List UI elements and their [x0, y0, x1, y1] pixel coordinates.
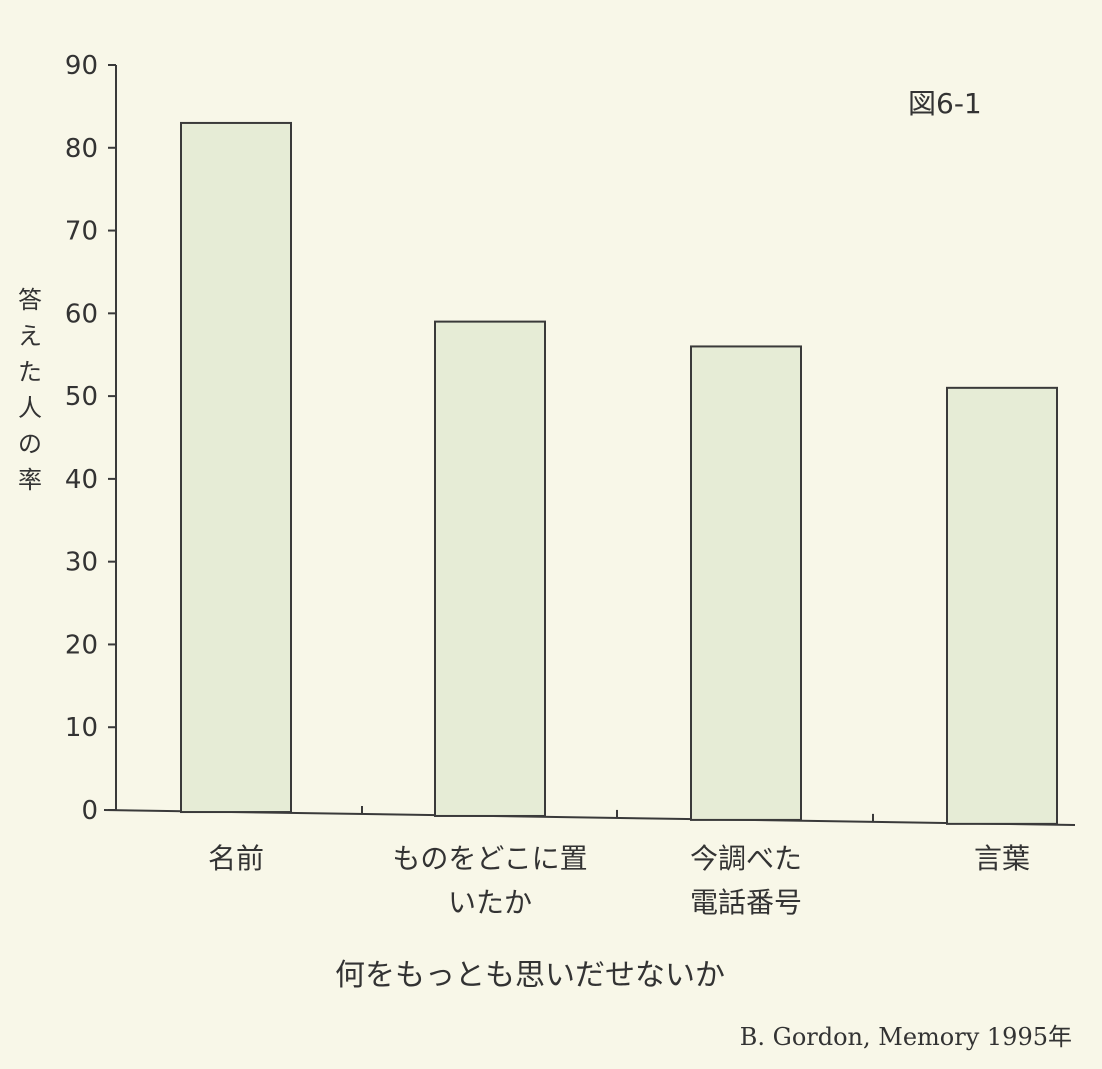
- bar: [434, 320, 546, 817]
- y-axis-title-char: 人: [18, 394, 42, 422]
- category-label: 名前: [208, 842, 264, 875]
- y-axis-title-char: た: [18, 358, 42, 386]
- y-tick-label: 30: [65, 548, 98, 578]
- y-axis-title-char: の: [18, 430, 42, 458]
- figure-label: 図6-1: [908, 87, 982, 120]
- y-tick-label: 20: [65, 630, 98, 660]
- bar: [690, 345, 802, 821]
- category-label: 言葉: [974, 842, 1030, 875]
- y-axis-title-char: え: [18, 322, 42, 350]
- source-credit: B. Gordon, Memory 1995年: [740, 1023, 1072, 1051]
- y-tick-label: 40: [65, 465, 98, 495]
- y-tick-label: 10: [65, 713, 98, 743]
- y-tick-label: 50: [65, 382, 98, 412]
- category-label: ものをどこに置: [392, 842, 587, 875]
- y-tick-label: 60: [65, 299, 98, 329]
- bar: [180, 121, 292, 814]
- y-tick-label: 70: [65, 217, 98, 247]
- x-axis-title: 何をもっとも思いだせないか: [335, 958, 725, 993]
- bar: [946, 386, 1058, 825]
- y-tick-label: 90: [65, 51, 98, 81]
- category-label: いたか: [448, 886, 532, 919]
- category-label: 今調べた: [690, 842, 802, 875]
- y-axis-title-char: 率: [18, 466, 42, 494]
- y-tick-label: 0: [81, 796, 98, 826]
- y-axis-title-char: 答: [18, 286, 42, 314]
- y-tick-label: 80: [65, 134, 98, 164]
- category-label: 電話番号: [690, 886, 802, 919]
